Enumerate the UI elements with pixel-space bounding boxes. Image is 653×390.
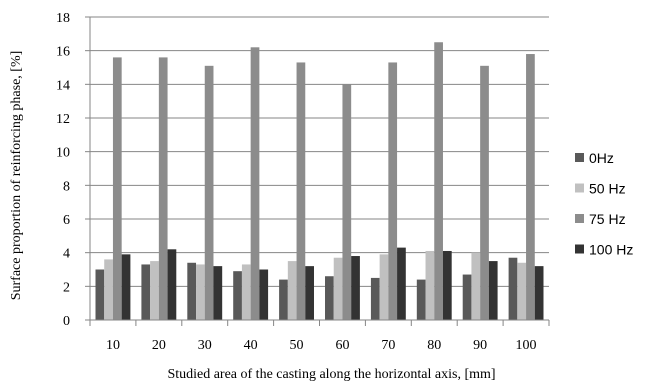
bar — [167, 249, 177, 320]
bar — [158, 57, 168, 321]
x-tick-label: 70 — [381, 338, 395, 353]
bar — [471, 252, 481, 320]
bar — [388, 62, 398, 320]
legend-swatch — [575, 214, 584, 223]
legend-swatch — [575, 244, 584, 254]
bar — [287, 261, 297, 320]
bar — [104, 259, 113, 320]
legend-label: 75 Hz — [589, 211, 626, 227]
bar — [462, 274, 472, 320]
y-axis-title: Surface proportion of reinforcing phase,… — [9, 51, 24, 301]
x-tick-label: 50 — [290, 338, 304, 353]
bar — [333, 257, 343, 320]
x-tick-label: 30 — [198, 338, 212, 353]
bar — [259, 269, 269, 320]
legend: 0Hz 50 Hz 75 Hz 100 Hz — [575, 150, 633, 258]
bar — [508, 257, 518, 320]
bar — [442, 250, 452, 320]
bar — [187, 262, 197, 320]
y-tick-label: 14 — [56, 78, 70, 93]
y-tick-label: 18 — [56, 11, 70, 26]
bar — [213, 266, 223, 320]
bar — [241, 264, 251, 320]
x-tick-label: 80 — [427, 338, 441, 353]
bar — [296, 62, 306, 320]
bar — [397, 247, 406, 320]
bar — [370, 277, 380, 320]
bar — [95, 269, 105, 320]
bar — [279, 279, 288, 320]
x-tick-label: 10 — [106, 338, 120, 353]
bar — [425, 250, 435, 320]
y-tick-label: 2 — [63, 280, 70, 295]
y-tick-label: 16 — [56, 45, 70, 60]
x-tick-label: 20 — [152, 338, 166, 353]
x-tick-label: 40 — [244, 338, 258, 353]
bar — [112, 57, 122, 321]
bar — [351, 256, 360, 320]
legend-label: 100 Hz — [589, 242, 633, 258]
legend-label: 50 Hz — [589, 181, 626, 197]
bar — [534, 266, 544, 320]
bar — [141, 264, 151, 320]
bar — [517, 262, 527, 320]
x-axis-title: Studied area of the casting along the ho… — [167, 367, 495, 382]
bar — [342, 84, 352, 320]
bar — [325, 276, 334, 320]
x-tick-label: 90 — [473, 338, 487, 353]
y-tick-label: 10 — [56, 146, 70, 161]
x-tick-label: 100 — [516, 338, 537, 353]
legend-swatch — [575, 183, 584, 193]
bar — [434, 42, 443, 320]
bar — [416, 279, 426, 320]
bar — [379, 254, 389, 320]
bar — [204, 65, 214, 320]
legend-label: 0Hz — [589, 150, 614, 166]
y-tick-label: 8 — [63, 179, 70, 194]
y-tick-label: 4 — [63, 247, 70, 262]
bar — [305, 266, 314, 320]
bar — [121, 254, 131, 320]
bar — [480, 65, 489, 320]
bar — [526, 54, 535, 321]
bar — [150, 261, 159, 320]
y-tick-label: 12 — [56, 112, 70, 127]
bar — [488, 261, 498, 320]
bar — [250, 47, 260, 321]
bar — [196, 264, 205, 320]
y-tick-label: 6 — [63, 213, 70, 228]
bars — [95, 42, 544, 321]
x-tick-label: 60 — [335, 338, 349, 353]
y-tick-label: 0 — [63, 314, 70, 329]
axes: 0 2 4 6 8 10 12 14 16 18 10 20 30 40 50 60 70 80 90 100 — [56, 11, 550, 353]
legend-swatch — [575, 153, 584, 162]
bar — [233, 271, 242, 320]
